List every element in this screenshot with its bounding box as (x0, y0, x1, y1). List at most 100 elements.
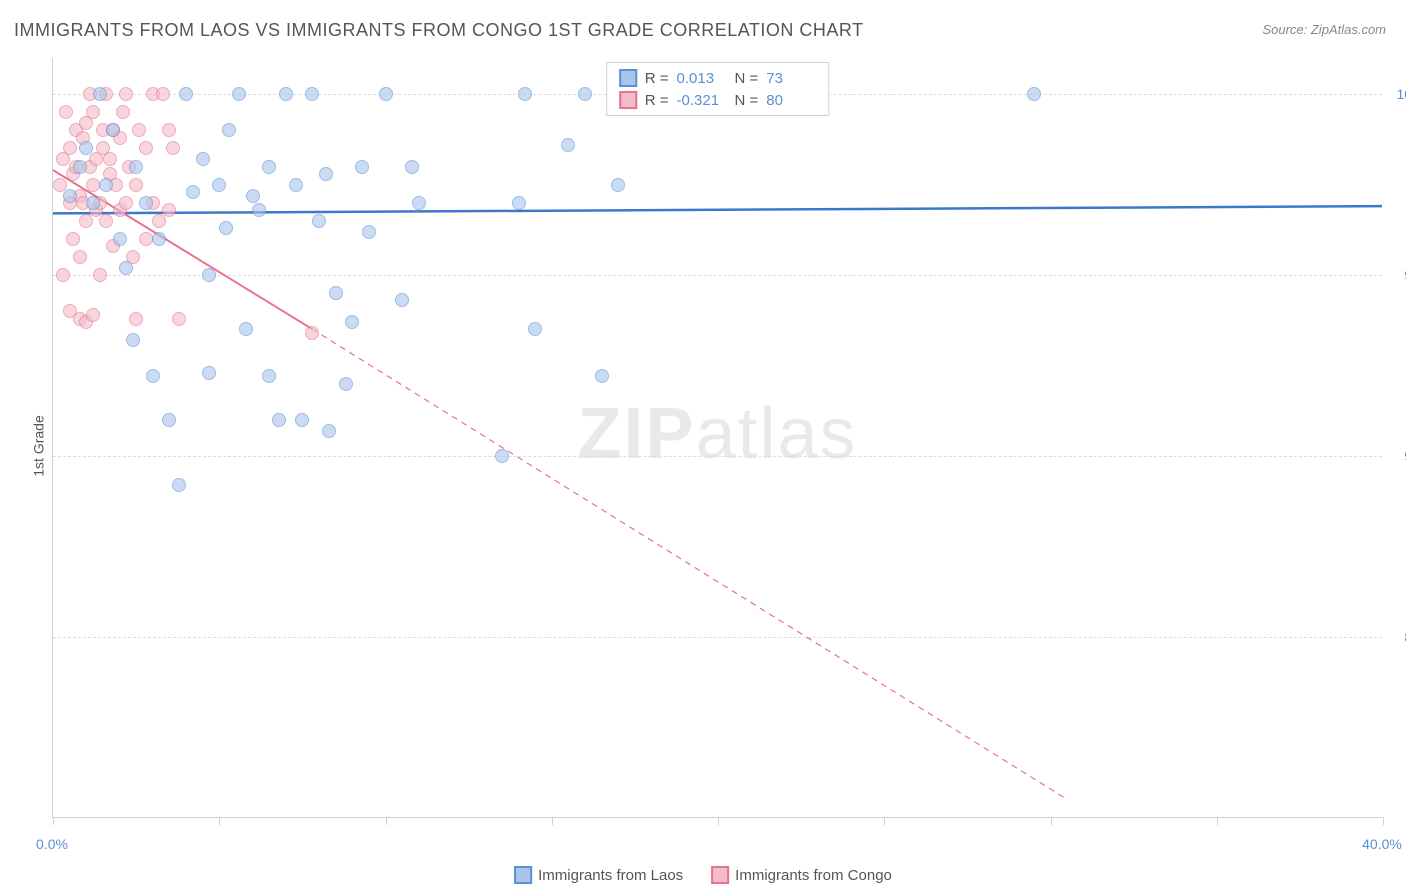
scatter-point-laos (222, 123, 236, 137)
gridline (53, 275, 1382, 276)
scatter-point-congo (162, 203, 176, 217)
scatter-point-laos (289, 178, 303, 192)
scatter-point-congo (139, 232, 153, 246)
plot-area: ZIPatlas R = 0.013 N = 73 R = -0.321 N =… (52, 58, 1382, 818)
scatter-point-congo (63, 141, 77, 155)
y-axis-label: 1st Grade (31, 415, 47, 476)
scatter-point-laos (262, 160, 276, 174)
scatter-point-congo (79, 214, 93, 228)
trend-lines (53, 58, 1382, 817)
scatter-point-congo (129, 178, 143, 192)
scatter-point-congo (86, 308, 100, 322)
chart-title: IMMIGRANTS FROM LAOS VS IMMIGRANTS FROM … (14, 20, 864, 41)
scatter-point-laos (212, 178, 226, 192)
scatter-point-congo (99, 214, 113, 228)
r-value-laos: 0.013 (677, 70, 727, 87)
scatter-point-laos (339, 377, 353, 391)
ytick-label: 100.0% (1397, 86, 1406, 102)
source-label: Source: ZipAtlas.com (1262, 22, 1386, 37)
scatter-point-laos (129, 160, 143, 174)
scatter-point-congo (73, 250, 87, 264)
scatter-point-laos (246, 189, 260, 203)
scatter-point-laos (512, 196, 526, 210)
scatter-point-laos (73, 160, 87, 174)
scatter-point-laos (412, 196, 426, 210)
xtick (219, 817, 220, 825)
scatter-point-laos (578, 87, 592, 101)
scatter-point-laos (518, 87, 532, 101)
scatter-point-congo (86, 105, 100, 119)
n-label: N = (735, 70, 759, 87)
xtick-label: 0.0% (36, 836, 68, 852)
scatter-point-laos (279, 87, 293, 101)
scatter-point-laos (355, 160, 369, 174)
scatter-point-laos (395, 293, 409, 307)
scatter-point-laos (611, 178, 625, 192)
scatter-point-congo (166, 141, 180, 155)
scatter-point-laos (186, 185, 200, 199)
scatter-point-laos (595, 369, 609, 383)
scatter-point-laos (295, 413, 309, 427)
xtick (1383, 817, 1384, 825)
scatter-point-congo (66, 232, 80, 246)
watermark-zip: ZIP (577, 393, 695, 473)
scatter-point-congo (172, 312, 186, 326)
xtick (1217, 817, 1218, 825)
scatter-point-congo (305, 326, 319, 340)
series-legend: Immigrants from Laos Immigrants from Con… (514, 866, 892, 884)
swatch-congo (619, 91, 637, 109)
scatter-point-laos (126, 333, 140, 347)
xtick-label: 40.0% (1362, 836, 1402, 852)
scatter-point-laos (86, 196, 100, 210)
scatter-point-laos (262, 369, 276, 383)
scatter-point-laos (379, 87, 393, 101)
scatter-point-laos (139, 196, 153, 210)
legend-label-laos: Immigrants from Laos (538, 867, 683, 884)
swatch-laos-icon (514, 866, 532, 884)
scatter-point-laos (99, 178, 113, 192)
scatter-point-laos (172, 478, 186, 492)
scatter-point-congo (162, 123, 176, 137)
scatter-point-congo (59, 105, 73, 119)
scatter-point-laos (106, 123, 120, 137)
gridline (53, 456, 1382, 457)
scatter-point-laos (146, 369, 160, 383)
xtick (386, 817, 387, 825)
scatter-point-laos (319, 167, 333, 181)
swatch-congo-icon (711, 866, 729, 884)
scatter-point-laos (272, 413, 286, 427)
legend-item-laos: Immigrants from Laos (514, 866, 683, 884)
scatter-point-laos (63, 189, 77, 203)
stats-legend: R = 0.013 N = 73 R = -0.321 N = 80 (606, 62, 830, 116)
watermark: ZIPatlas (577, 392, 857, 474)
scatter-point-laos (561, 138, 575, 152)
legend-label-congo: Immigrants from Congo (735, 867, 892, 884)
watermark-atlas: atlas (695, 393, 857, 473)
xtick (53, 817, 54, 825)
scatter-point-laos (239, 322, 253, 336)
scatter-point-congo (56, 268, 70, 282)
xtick (718, 817, 719, 825)
scatter-point-congo (129, 312, 143, 326)
gridline (53, 637, 1382, 638)
scatter-point-congo (132, 123, 146, 137)
scatter-point-congo (119, 87, 133, 101)
scatter-point-laos (113, 232, 127, 246)
scatter-point-laos (232, 87, 246, 101)
scatter-point-congo (103, 152, 117, 166)
scatter-point-laos (495, 449, 509, 463)
scatter-point-congo (152, 214, 166, 228)
r-value-congo: -0.321 (677, 92, 727, 109)
scatter-point-laos (93, 87, 107, 101)
n-value-congo: 80 (766, 92, 816, 109)
scatter-point-laos (152, 232, 166, 246)
xtick (552, 817, 553, 825)
scatter-point-laos (202, 366, 216, 380)
xtick (884, 817, 885, 825)
scatter-point-laos (162, 413, 176, 427)
scatter-point-congo (86, 178, 100, 192)
scatter-point-congo (93, 268, 107, 282)
stats-row-laos: R = 0.013 N = 73 (619, 67, 817, 89)
scatter-point-laos (79, 141, 93, 155)
scatter-point-laos (202, 268, 216, 282)
